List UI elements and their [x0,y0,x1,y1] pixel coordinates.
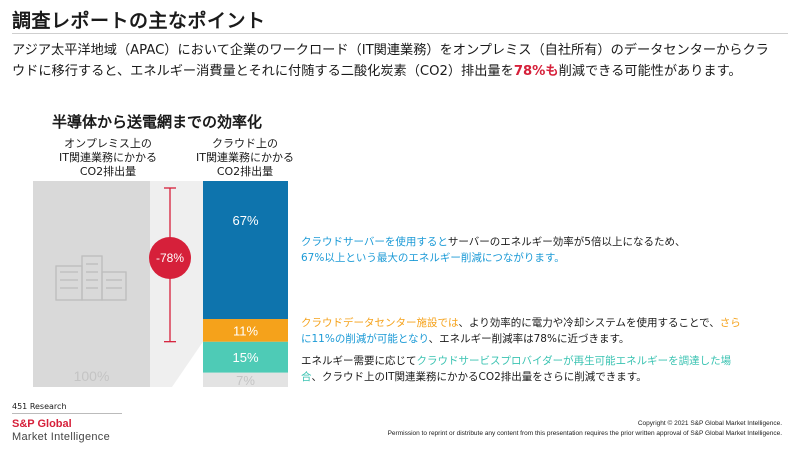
logo-sp-global: S&P Global [12,418,72,430]
description-renewable: エネルギー需要に応じてクラウドサービスプロバイダーが再生可能エネルギーを調達した… [301,353,781,385]
description-renewable-highlight: クラウドサービスプロバイダーが再生可能エネルギーを調達した場 [416,355,732,367]
source-label: 451 Research [12,402,67,411]
bar-value-remaining: 7% [236,373,255,388]
logo-divider [12,413,122,414]
permission-text: Permission to reprint or distribute any … [387,430,782,437]
bar-value-renewable: 15% [232,350,258,365]
description-renewable-lead: エネルギー需要に応じて [301,355,417,367]
description-renewable-line2-text: 、クラウド上のIT関連業務にかかるCO2排出量をさらに削減できます。 [311,371,647,383]
copyright-text: Copyright © 2021 S&P Global Market Intel… [637,420,782,427]
bar-segment-renewable [203,341,288,373]
description-datacenter-line2-highlight: に11%の削減が可能となり [301,333,429,345]
intro-text-end: 削減できる可能性があります。 [558,64,742,79]
bar-on-premise [33,181,150,387]
left-bar-label-line: オンプレミス上の [64,137,152,150]
reduction-connector [150,181,203,387]
bar-value-server: 67% [232,213,258,228]
description-datacenter-line2-text: 、エネルギー削減率は78%に近づきます。 [428,333,630,345]
description-server: クラウドサーバーを使用するとサーバーのエネルギー効率が5倍以上になるため、 67… [301,234,741,266]
title-divider [12,33,788,34]
bar-value-on-premise: 100% [74,368,110,384]
description-server-highlight: クラウドサーバーを使用すると [301,236,448,248]
intro-highlight: 78%も [513,64,559,79]
right-bar-label-line: IT関連業務にかかる [196,151,294,164]
bar-segment-remaining [203,372,288,387]
left-bar-label: オンプレミス上の IT関連業務にかかる CO2排出量 [33,137,183,179]
reduction-badge [149,237,191,279]
bar-segment-datacenter [203,319,288,342]
description-server-line2: 67%以上という最大のエネルギー削減につながります。 [301,252,565,264]
description-server-text: サーバーのエネルギー効率が5倍以上になるため、 [447,236,686,248]
left-bar-label-line: IT関連業務にかかる [59,151,157,164]
bar-value-datacenter: 11% [233,323,258,338]
right-bar-label-line: クラウド上の [212,137,278,150]
description-datacenter-highlight2: さら [719,317,741,329]
reduction-badge-label: -78% [156,251,184,265]
right-bar-label: クラウド上の IT関連業務にかかる CO2排出量 [170,137,320,179]
page-title: 調査レポートの主なポイント [12,10,266,32]
bar-segment-server [203,181,288,320]
logo-market-intelligence: Market Intelligence [12,431,111,443]
description-renewable-line2-highlight: 合 [301,371,312,383]
intro-text: アジア太平洋地域（APAC）において企業のワークロード（IT関連業務）をオンプレ… [12,43,769,79]
intro-paragraph: アジア太平洋地域（APAC）において企業のワークロード（IT関連業務）をオンプレ… [12,40,782,82]
chart-title: 半導体から送電網までの効率化 [52,113,263,131]
description-datacenter-highlight: クラウドデータセンター施設では [301,317,459,329]
description-datacenter: クラウドデータセンター施設では、より効率的に電力や冷却システムを使用することで、… [301,315,781,347]
building-icon [55,255,127,301]
right-bar-label-line: CO2排出量 [216,165,274,178]
description-datacenter-text: 、より効率的に電力や冷却システムを使用することで、 [458,317,720,329]
left-bar-label-line: CO2排出量 [79,165,137,178]
